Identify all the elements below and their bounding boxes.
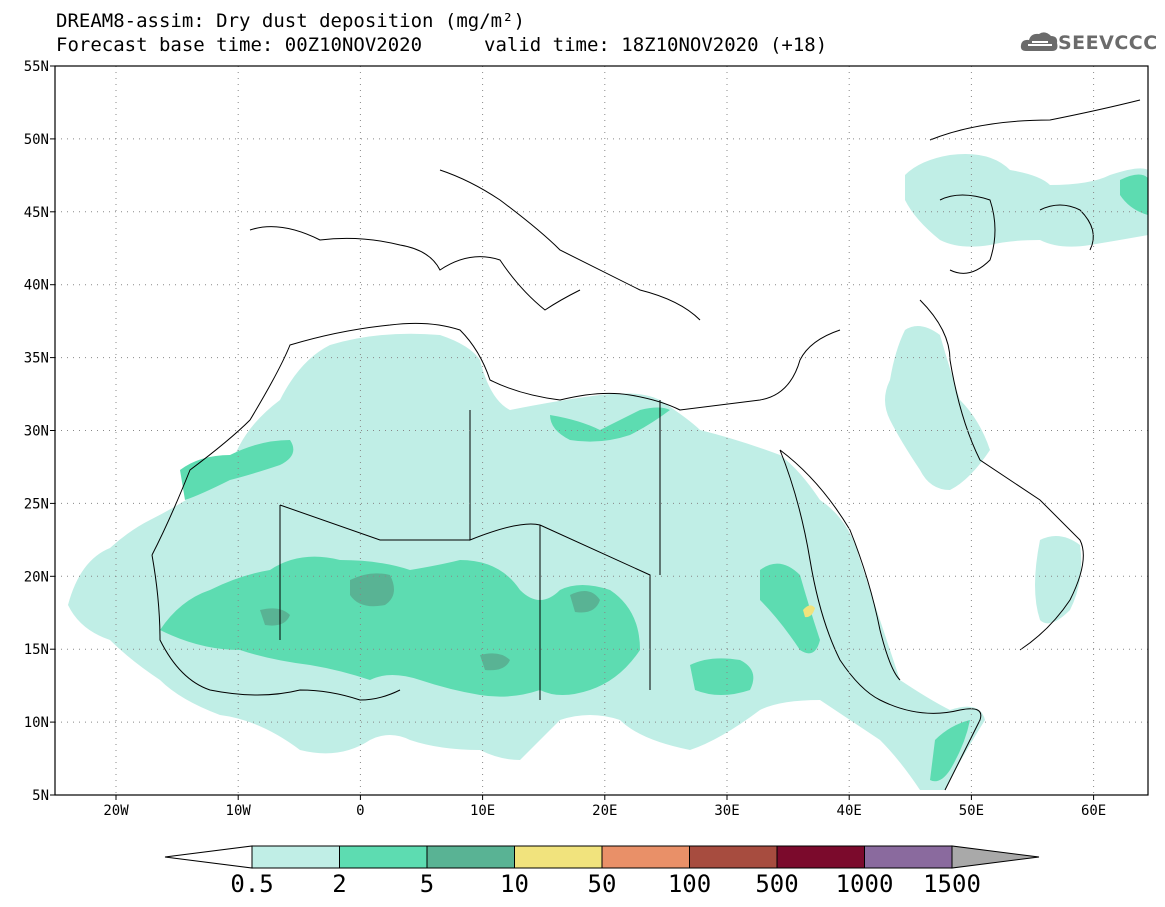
lon-label: 20W [103,803,129,819]
lat-label: 5N [32,788,49,804]
colorbar-segment [339,845,428,869]
lon-label: 10E [470,803,495,819]
lat-label: 30N [24,424,49,440]
lon-label: 20E [592,803,617,819]
colorbar-label: 50 [588,870,617,898]
colorbar-segment [601,845,690,869]
lon-label: 0 [356,803,364,819]
map-title: DREAM8-assim: Dry dust deposition (mg/m²… [56,10,525,32]
lon-label: 30E [714,803,739,819]
lat-label: 40N [24,278,49,294]
lat-label: 10N [24,715,49,731]
lon-label: 50E [959,803,984,819]
lat-label: 55N [24,59,49,75]
map-gridlines [55,66,1148,795]
lat-label: 20N [24,569,49,585]
forecast-base-time: Forecast base time: 00Z10NOV2020 [56,34,423,56]
colorbar-segment [426,845,515,869]
colorbar-label: 100 [668,870,711,898]
colorbar-high-triangle [951,845,1040,869]
colorbar-low-triangle [164,845,253,869]
lon-label: 60E [1081,803,1106,819]
lat-label: 15N [24,642,49,658]
lat-label: 25N [24,496,49,512]
colorbar-label: 10 [500,870,529,898]
lat-label: 45N [24,205,49,221]
colorbar-label: 1000 [836,870,894,898]
coastlines [151,99,1141,791]
lat-label: 35N [24,351,49,367]
colorbar-segment [514,845,603,869]
lon-label: 40E [837,803,862,819]
colorbar-label: 0.5 [230,870,273,898]
colorbar-label: 5 [420,870,434,898]
colorbar-segment [864,845,953,869]
colorbar: 0.5 2 5 10 50 100 500 1000 1500 [164,845,1040,898]
logo-text: SEEVCCC [1058,32,1158,54]
dust-shading [68,154,1148,790]
colorbar-segment [251,845,340,869]
colorbar-label: 500 [755,870,798,898]
cloud-logo-icon [1020,32,1058,51]
colorbar-label: 1500 [923,870,981,898]
colorbar-label: 2 [332,870,346,898]
colorbar-segment [776,845,865,869]
longitude-labels: 20W 10W 0 10E 20E 30E 40E 50E 60E [103,795,1106,819]
lat-label: 50N [24,132,49,148]
latitude-labels: 55N 50N 45N 40N 35N 30N 25N 20N 15N 10N 5N [24,59,55,804]
lon-label: 10W [226,803,252,819]
valid-time: valid time: 18Z10NOV2020 (+18) [484,34,828,56]
colorbar-segment [689,845,778,869]
